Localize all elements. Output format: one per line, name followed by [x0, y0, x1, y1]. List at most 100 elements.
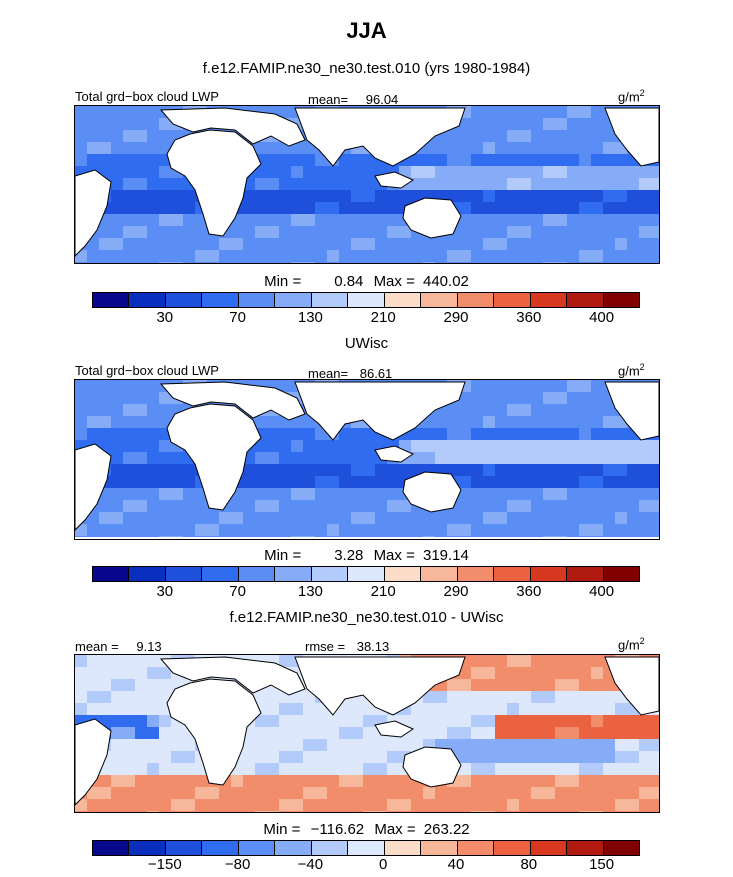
- map-cell: [387, 214, 400, 227]
- map-cell: [171, 238, 184, 251]
- map-cell: [603, 250, 616, 263]
- map-cell: [171, 739, 184, 752]
- map-cell: [99, 262, 112, 263]
- colorbar-tick-label: 70: [229, 309, 246, 326]
- map-cell: [627, 238, 640, 251]
- map-cell: [147, 166, 160, 179]
- map-cell: [579, 811, 592, 812]
- colorbar-tick-label: 400: [589, 583, 615, 600]
- map-cell: [483, 452, 496, 465]
- panel-2-field-label: Total grd−box cloud LWP: [75, 363, 219, 378]
- map-cell: [651, 536, 659, 537]
- map-cell: [315, 536, 328, 537]
- colorbar-swatch: [202, 841, 239, 855]
- map-cell: [75, 404, 88, 417]
- map-cell: [75, 655, 88, 668]
- map-cell: [87, 380, 100, 393]
- colorbar-swatch: [275, 567, 312, 581]
- map-cell: [591, 739, 604, 752]
- map-cell: [399, 464, 412, 477]
- map-cell: [591, 691, 604, 704]
- map-cell: [279, 380, 292, 393]
- map-cell: [291, 715, 304, 728]
- map-cell: [291, 464, 304, 477]
- map-cell: [231, 512, 244, 525]
- map-cell: [291, 238, 304, 251]
- map-cell: [471, 739, 484, 752]
- map-cell: [399, 536, 412, 537]
- map-cell: [567, 751, 580, 764]
- map-cell: [87, 142, 100, 155]
- map-cell: [627, 715, 640, 728]
- map-cell: [327, 190, 340, 203]
- map-cell: [135, 262, 148, 263]
- map-cell: [471, 142, 484, 155]
- map-cell: [147, 476, 160, 489]
- map-cell: [255, 727, 268, 740]
- panel-1-mean-value: 96.04: [365, 92, 399, 107]
- map-cell: [459, 452, 472, 465]
- map-cell: [327, 739, 340, 752]
- map-cell: [435, 512, 448, 525]
- map-cell: [207, 536, 220, 537]
- map-cell: [387, 250, 400, 263]
- map-cell: [579, 763, 592, 776]
- map-cell: [363, 799, 376, 812]
- map-cell: [483, 739, 496, 752]
- map-cell: [351, 763, 364, 776]
- map-cell: [519, 118, 532, 131]
- map-cell: [639, 226, 652, 239]
- map-cell: [291, 500, 304, 513]
- map-cell: [495, 142, 508, 155]
- map-cell: [471, 787, 484, 800]
- map-cell: [267, 727, 280, 740]
- map-cell: [99, 416, 112, 429]
- map-cell: [171, 787, 184, 800]
- map-cell: [519, 703, 532, 716]
- map-cell: [183, 775, 196, 788]
- map-cell: [567, 130, 580, 143]
- map-cell: [123, 226, 136, 239]
- map-cell: [183, 739, 196, 752]
- map-cell: [483, 464, 496, 477]
- map-cell: [651, 787, 659, 800]
- map-cell: [483, 799, 496, 812]
- map-cell: [159, 775, 172, 788]
- map-cell: [255, 787, 268, 800]
- map-cell: [639, 202, 652, 215]
- map-cell: [147, 679, 160, 692]
- map-cell: [135, 142, 148, 155]
- map-cell: [579, 536, 592, 537]
- colorbar-swatch: [93, 293, 130, 307]
- map-cell: [111, 715, 124, 728]
- map-cell: [351, 190, 364, 203]
- map-cell: [135, 202, 148, 215]
- map-cell: [399, 262, 412, 263]
- map-cell: [339, 440, 352, 453]
- map-cell: [543, 775, 556, 788]
- map-cell: [555, 727, 568, 740]
- map-cell: [639, 190, 652, 203]
- map-cell: [651, 512, 659, 525]
- map-cell: [351, 751, 364, 764]
- map-cell: [339, 500, 352, 513]
- map-cell: [123, 416, 136, 429]
- map-cell: [531, 751, 544, 764]
- map-cell: [327, 238, 340, 251]
- map-cell: [507, 751, 520, 764]
- map-cell: [411, 440, 424, 453]
- map-cell: [483, 166, 496, 179]
- map-cell: [135, 392, 148, 405]
- map-cell: [507, 775, 520, 788]
- map-cell: [171, 500, 184, 513]
- map-cell: [195, 524, 208, 537]
- map-cell: [363, 262, 376, 263]
- map-cell: [99, 691, 112, 704]
- map-cell: [543, 118, 556, 131]
- map-cell: [351, 524, 364, 537]
- map-cell: [207, 262, 220, 263]
- colorbar-swatch: [311, 293, 349, 307]
- map-cell: [87, 512, 100, 525]
- map-cell: [387, 536, 400, 537]
- map-cell: [555, 380, 568, 393]
